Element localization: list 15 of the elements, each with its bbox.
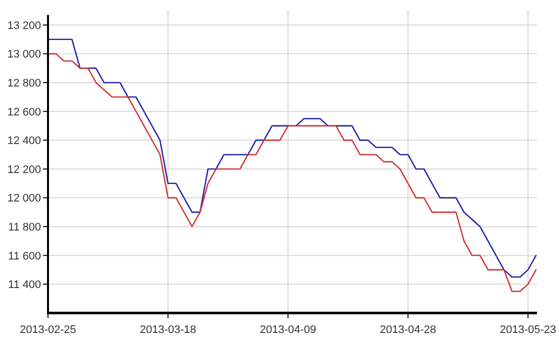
y-tick-label: 12 600 (7, 106, 41, 118)
y-tick-label: 13 200 (7, 20, 41, 32)
y-tick-label: 11 400 (8, 279, 41, 292)
y-tick-label: 12 200 (7, 164, 41, 176)
x-tick-label: 2013-05-23 (500, 324, 556, 336)
y-tick-label: 12 000 (7, 192, 41, 205)
x-tick-label: 2013-02-25 (20, 324, 76, 336)
y-tick-label: 12 400 (7, 135, 41, 148)
y-tick-label: 12 800 (7, 77, 41, 90)
y-tick-label: 11 600 (8, 250, 41, 262)
x-tick-label: 2013-04-28 (380, 324, 436, 336)
y-tick-label: 11 800 (8, 221, 41, 234)
x-tick-label: 2013-03-18 (140, 324, 196, 336)
x-tick-label: 2013-04-09 (260, 324, 316, 336)
y-tick-label: 13 000 (7, 48, 41, 61)
